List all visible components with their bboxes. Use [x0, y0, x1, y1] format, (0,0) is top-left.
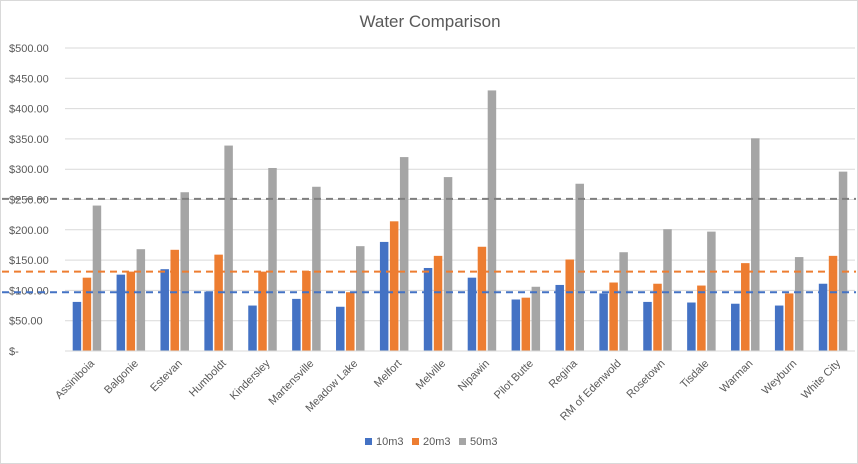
- bar-50m3: [663, 229, 672, 351]
- bar-10m3: [818, 283, 828, 351]
- legend-label-20m3: 20m3: [423, 436, 451, 448]
- bar-20m3: [389, 221, 399, 351]
- bar-20m3: [126, 271, 136, 351]
- bar-20m3: [828, 255, 838, 351]
- y-tick-label: $200.00: [9, 225, 49, 237]
- bar-50m3: [399, 157, 409, 351]
- bar-20m3: [346, 292, 355, 351]
- bar-20m3: [433, 255, 443, 351]
- bar-10m3: [555, 284, 564, 351]
- y-tick-label: $350.00: [9, 134, 49, 146]
- bar-20m3: [82, 277, 92, 351]
- bar-50m3: [356, 246, 365, 351]
- y-tick-label: $50.00: [9, 316, 43, 328]
- bar-50m3: [487, 90, 497, 352]
- bar-10m3: [687, 302, 696, 351]
- bar-10m3: [160, 269, 169, 351]
- bar-10m3: [511, 299, 521, 351]
- y-tick-label: $450.00: [9, 73, 49, 85]
- bar-50m3: [443, 177, 453, 351]
- bar-10m3: [599, 293, 608, 351]
- bar-20m3: [609, 282, 618, 351]
- legend: 10m3 20m3 50m3: [365, 436, 498, 448]
- legend-swatch-10m3: [365, 438, 372, 445]
- bar-20m3: [741, 263, 750, 351]
- bar-20m3: [477, 246, 487, 351]
- bar-10m3: [774, 305, 784, 351]
- bar-50m3: [268, 167, 277, 351]
- bar-10m3: [204, 291, 213, 351]
- bar-50m3: [575, 183, 584, 351]
- bar-10m3: [467, 277, 477, 351]
- legend-swatch-20m3: [412, 438, 419, 445]
- bar-50m3: [794, 257, 804, 351]
- bar-20m3: [697, 285, 706, 351]
- bar-10m3: [731, 303, 740, 351]
- bar-50m3: [751, 138, 760, 351]
- bar-20m3: [565, 259, 574, 351]
- legend-label-50m3: 50m3: [470, 436, 498, 448]
- y-axis-tick-labels: $-$50.00$100.00$150.00$200.00$250.00$300…: [9, 43, 49, 358]
- y-tick-label: $400.00: [9, 104, 49, 116]
- bar-20m3: [521, 297, 531, 351]
- y-tick-label: $300.00: [9, 164, 49, 176]
- bar-10m3: [336, 306, 345, 351]
- bar-10m3: [72, 301, 82, 351]
- bar-20m3: [214, 254, 223, 351]
- bar-10m3: [643, 301, 652, 351]
- y-tick-label: $150.00: [9, 255, 49, 267]
- legend-swatch-50m3: [459, 438, 466, 445]
- bar-50m3: [312, 186, 321, 351]
- bar-10m3: [116, 274, 126, 351]
- bar-20m3: [170, 249, 179, 351]
- bar-10m3: [423, 267, 433, 351]
- bar-50m3: [531, 286, 541, 351]
- y-tick-label: $500.00: [9, 43, 49, 55]
- bar-50m3: [619, 252, 628, 351]
- bar-50m3: [92, 205, 102, 351]
- bar-50m3: [224, 145, 233, 351]
- bar-10m3: [248, 305, 257, 351]
- chart-title: Water Comparison: [359, 12, 500, 31]
- y-tick-label: $-: [9, 346, 19, 358]
- bar-20m3: [653, 283, 662, 351]
- reference-lines: [2, 197, 856, 294]
- bar-50m3: [136, 249, 146, 351]
- bar-20m3: [258, 271, 267, 351]
- y-tick-label: $250.00: [9, 195, 49, 207]
- bar-20m3: [784, 293, 794, 351]
- bars: [72, 90, 848, 352]
- bar-50m3: [838, 171, 848, 351]
- legend-label-10m3: 10m3: [376, 436, 404, 448]
- bar-10m3: [379, 241, 389, 351]
- bar-10m3: [292, 298, 301, 351]
- bar-20m3: [302, 271, 311, 351]
